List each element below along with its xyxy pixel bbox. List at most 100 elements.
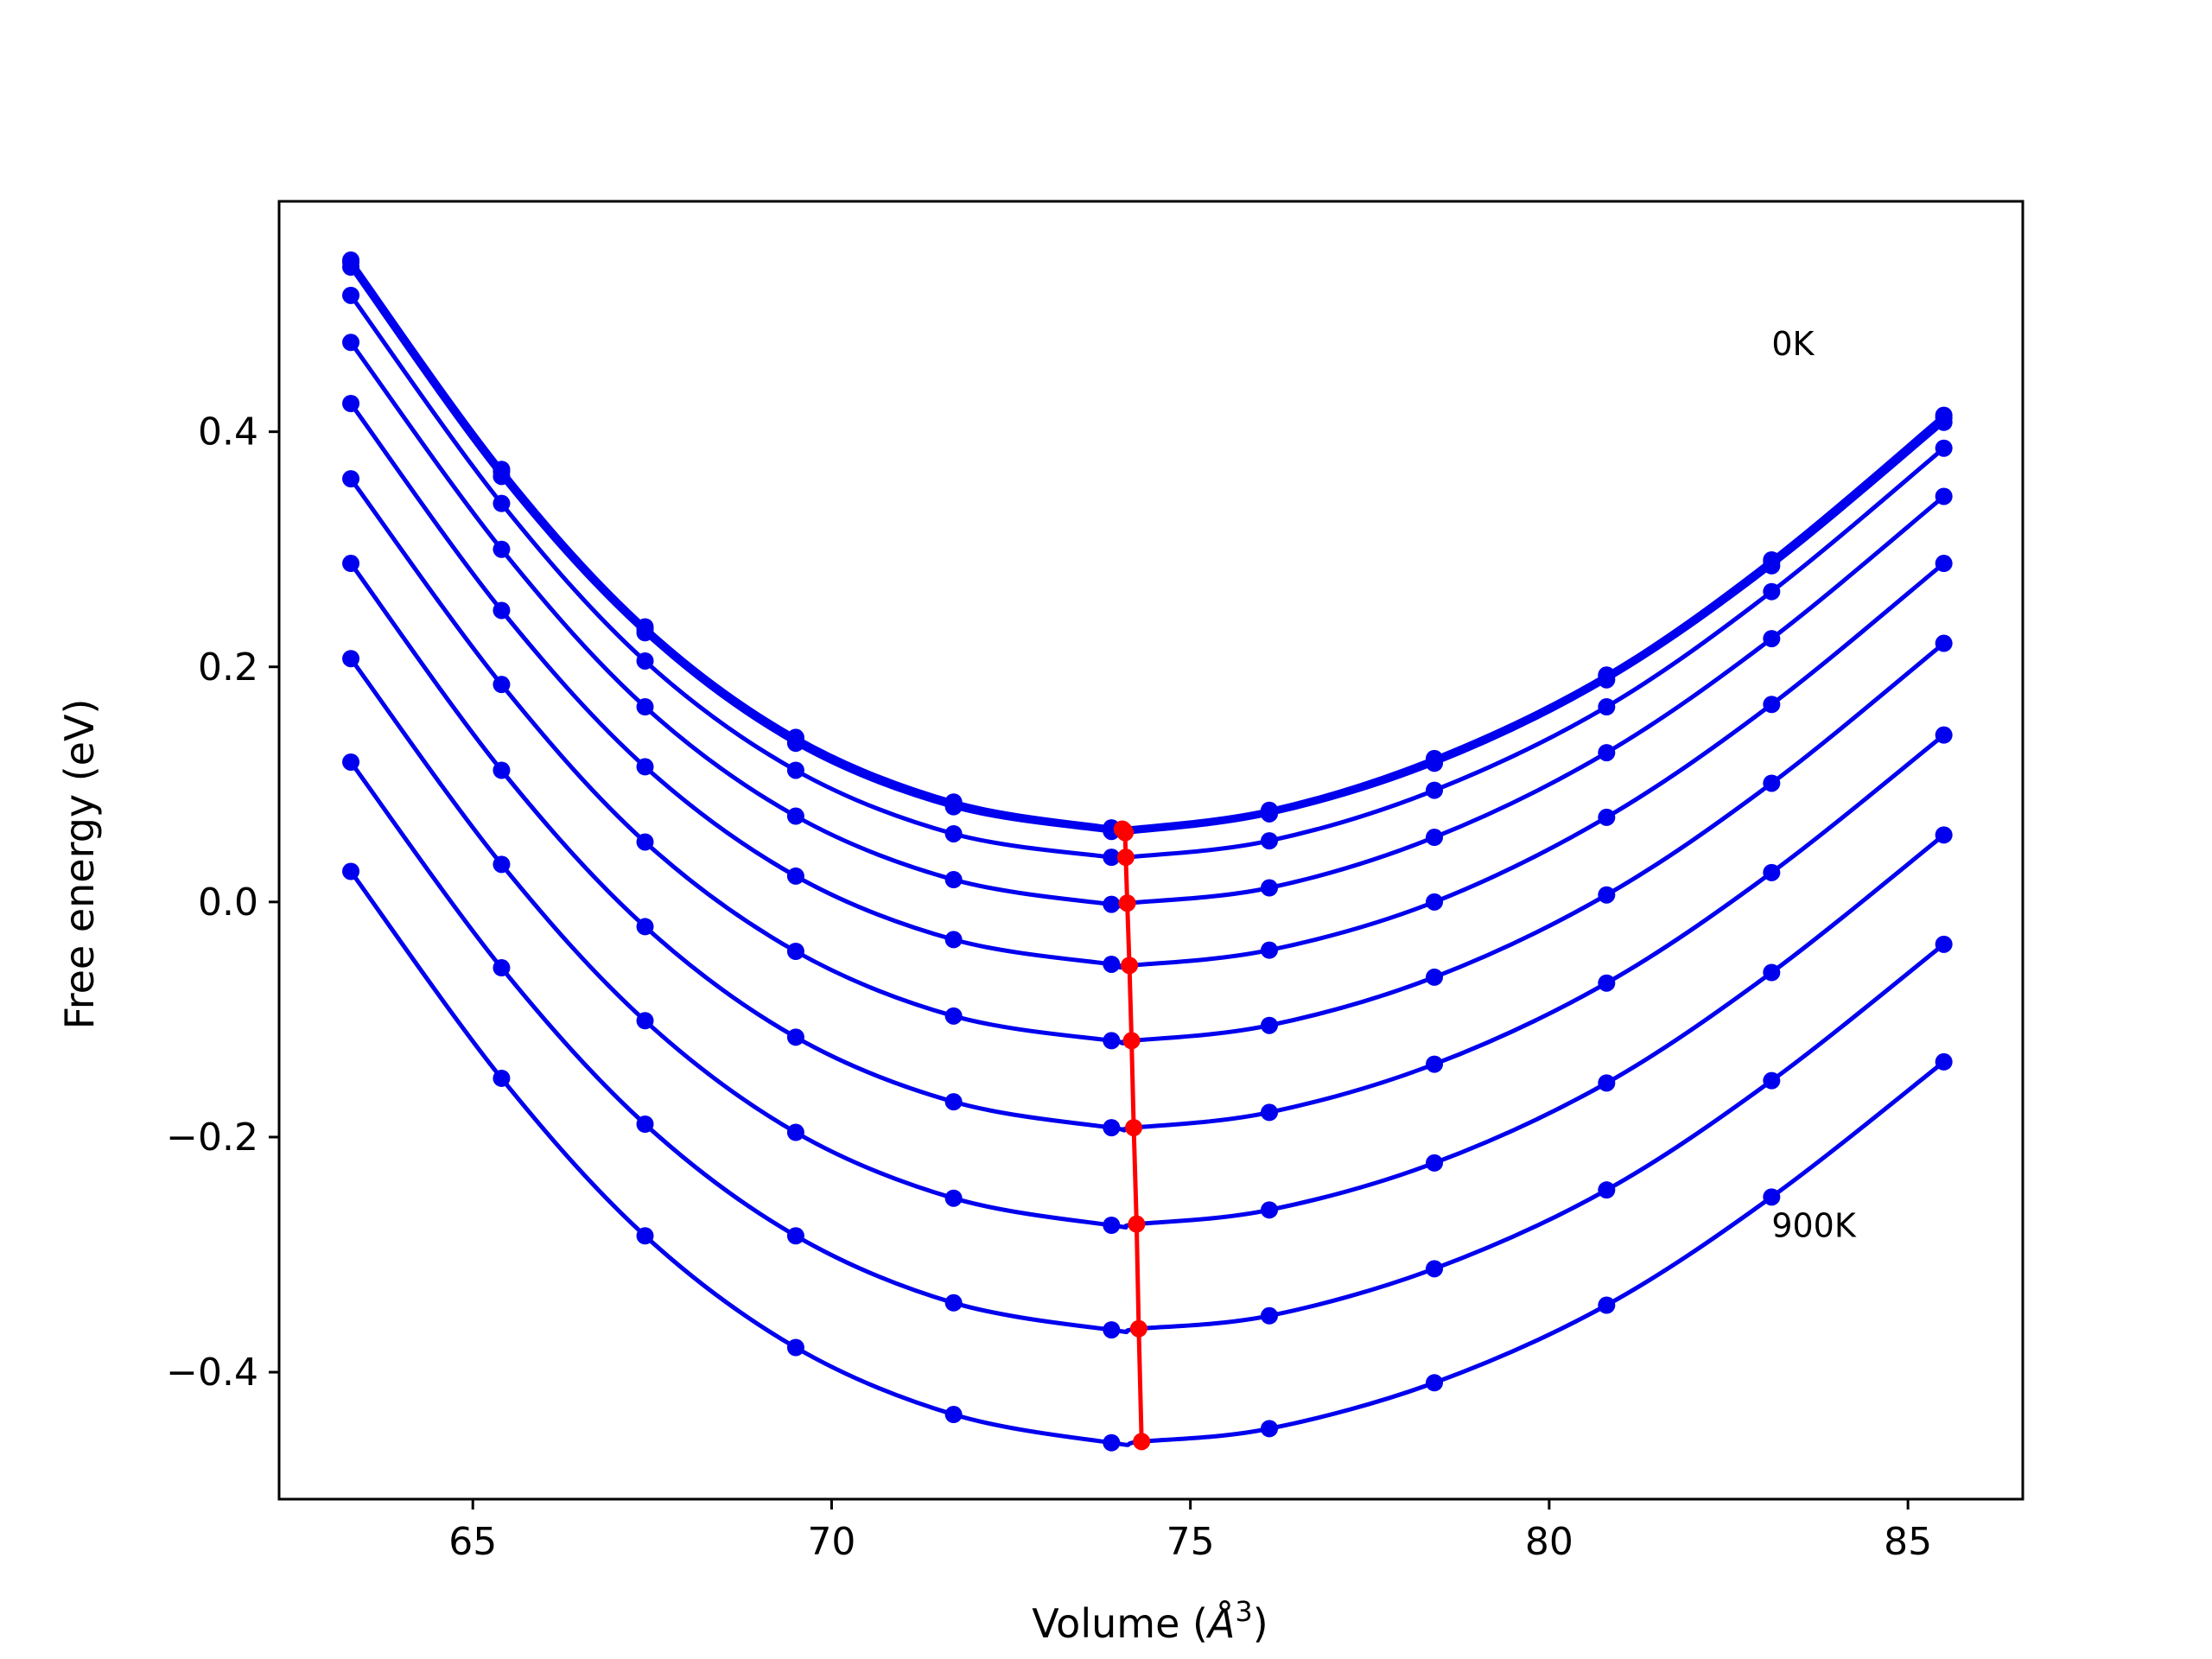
data-point-700K-6	[1261, 1103, 1279, 1122]
data-point-800K-6	[1261, 1201, 1279, 1219]
data-point-600K-0	[342, 470, 360, 488]
minimum-point-3	[1116, 849, 1135, 867]
data-point-300K-9	[1763, 582, 1781, 601]
y-tick-label-4: −0.4	[166, 1351, 258, 1395]
data-point-900K-10	[1935, 1052, 1953, 1071]
y-tick-label-1: 0.2	[198, 645, 258, 690]
data-point-300K-4	[944, 824, 963, 842]
data-point-700K-9	[1763, 863, 1781, 881]
annotation-0k: 0K	[1771, 325, 1815, 363]
data-point-850K-8	[1598, 1181, 1616, 1199]
data-point-900K-6	[1261, 1420, 1279, 1438]
y-axis-label: Free energy (eV)	[56, 699, 103, 1030]
data-point-700K-4	[944, 1093, 963, 1111]
data-point-800K-4	[944, 1189, 963, 1207]
data-point-850K-4	[944, 1294, 963, 1312]
data-point-400K-3	[786, 807, 804, 825]
data-point-300K-2	[636, 652, 654, 670]
minimum-point-6	[1122, 1032, 1141, 1050]
data-point-500K-8	[1598, 808, 1616, 826]
data-point-600K-2	[636, 833, 654, 851]
data-point-400K-1	[493, 540, 511, 558]
data-point-200K-1	[493, 467, 511, 486]
x-tick-label-4: 85	[1884, 1520, 1932, 1564]
data-point-400K-7	[1426, 829, 1444, 847]
data-point-200K-6	[1261, 804, 1279, 823]
data-point-200K-3	[786, 734, 804, 753]
data-point-200K-8	[1598, 671, 1616, 689]
data-point-300K-0	[342, 286, 360, 304]
x-tick-label-0: 65	[448, 1520, 497, 1564]
data-point-300K-7	[1426, 781, 1444, 799]
data-point-300K-8	[1598, 698, 1616, 716]
data-point-850K-10	[1935, 935, 1953, 953]
minimum-point-10	[1133, 1433, 1151, 1451]
data-point-700K-0	[342, 555, 360, 573]
data-point-900K-4	[944, 1406, 963, 1424]
data-point-600K-7	[1426, 968, 1444, 986]
data-point-500K-0	[342, 395, 360, 413]
y-tick-label-0: 0.4	[198, 410, 258, 454]
data-point-800K-0	[342, 650, 360, 668]
data-point-800K-10	[1935, 826, 1953, 844]
data-point-400K-2	[636, 698, 654, 716]
curve-layer	[348, 258, 1946, 1447]
data-point-600K-1	[493, 676, 511, 694]
data-point-900K-9	[1763, 1188, 1781, 1206]
data-point-800K-7	[1426, 1154, 1444, 1172]
marker-layer	[342, 251, 1953, 1452]
minimum-point-2	[1116, 823, 1135, 842]
data-point-850K-1	[493, 959, 511, 977]
data-point-300K-10	[1935, 439, 1953, 457]
series-curve-600K	[348, 477, 1946, 1046]
series-curve-700K	[348, 562, 1946, 1133]
data-point-850K-5	[1103, 1321, 1121, 1339]
series-curve-850K	[348, 760, 1946, 1335]
data-point-900K-7	[1426, 1374, 1444, 1392]
plot-frame	[277, 200, 2024, 1501]
data-point-500K-5	[1103, 955, 1121, 973]
data-point-200K-7	[1426, 754, 1444, 772]
data-point-800K-9	[1763, 963, 1781, 982]
y-tick-label-3: −0.2	[166, 1116, 258, 1160]
data-point-850K-6	[1261, 1306, 1279, 1325]
data-point-600K-8	[1598, 886, 1616, 904]
data-point-600K-4	[944, 1007, 963, 1025]
data-point-900K-0	[342, 862, 360, 880]
data-point-700K-2	[636, 918, 654, 936]
data-point-500K-1	[493, 601, 511, 620]
data-point-400K-6	[1261, 879, 1279, 897]
data-point-600K-3	[786, 943, 804, 961]
series-curve-0K	[348, 258, 1946, 834]
data-point-850K-0	[342, 753, 360, 771]
data-point-400K-4	[944, 871, 963, 889]
data-point-500K-7	[1426, 893, 1444, 911]
x-axis-label: Volume (Å3)	[1032, 1595, 1268, 1647]
minimum-point-9	[1129, 1319, 1147, 1338]
data-point-800K-5	[1103, 1217, 1121, 1235]
data-point-700K-7	[1426, 1055, 1444, 1073]
data-point-500K-3	[786, 867, 804, 885]
data-point-500K-10	[1935, 555, 1953, 573]
data-point-400K-5	[1103, 895, 1121, 913]
data-point-200K-0	[342, 258, 360, 276]
data-point-700K-8	[1598, 974, 1616, 992]
data-point-300K-3	[786, 761, 804, 779]
x-tick-label-2: 75	[1166, 1520, 1215, 1564]
data-point-500K-6	[1261, 941, 1279, 959]
data-point-400K-9	[1763, 630, 1781, 648]
y-tick-label-2: 0.0	[198, 880, 258, 925]
data-point-700K-10	[1935, 726, 1953, 744]
data-point-600K-5	[1103, 1032, 1121, 1050]
data-point-300K-5	[1103, 849, 1121, 867]
data-point-700K-1	[493, 761, 511, 779]
annotation-900k: 900K	[1771, 1207, 1857, 1245]
data-point-500K-2	[636, 758, 654, 776]
data-point-300K-1	[493, 494, 511, 512]
data-point-800K-8	[1598, 1074, 1616, 1092]
data-point-200K-9	[1763, 556, 1781, 575]
x-axis-ticks: 65 70 75 80 85	[448, 1499, 1932, 1564]
data-point-850K-3	[786, 1227, 804, 1245]
data-point-500K-9	[1763, 696, 1781, 714]
minimum-point-4	[1118, 894, 1136, 912]
